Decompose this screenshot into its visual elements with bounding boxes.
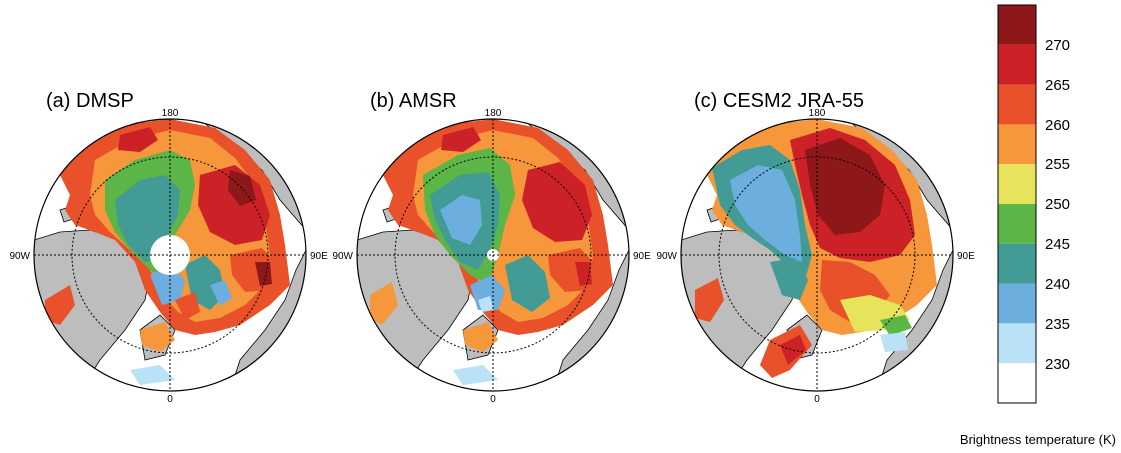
panel-c-title: (c) CESM2 JRA-55 bbox=[694, 90, 864, 112]
graticule bbox=[681, 119, 953, 391]
lon-label-90w: 90W bbox=[656, 251, 677, 262]
lon-label-0: 0 bbox=[167, 394, 173, 405]
colorbar-label-260: 260 bbox=[1045, 117, 1070, 134]
lon-label-180: 180 bbox=[809, 108, 826, 119]
colorbar-frame bbox=[997, 4, 1037, 404]
colorbar-label-250: 250 bbox=[1045, 196, 1070, 213]
panel-a-title: (a) DMSP bbox=[46, 90, 134, 112]
lon-label-180: 180 bbox=[162, 108, 179, 119]
colorbar-box-7 bbox=[998, 283, 1036, 324]
panel-a-map bbox=[34, 119, 306, 391]
ice-field bbox=[695, 119, 937, 378]
colorbar-box-0 bbox=[998, 5, 1036, 45]
lon-label-180: 180 bbox=[485, 108, 502, 119]
colorbar-box-4 bbox=[998, 164, 1036, 204]
map-border bbox=[356, 118, 630, 392]
map-border bbox=[680, 118, 954, 392]
lon-label-0: 0 bbox=[490, 394, 496, 405]
panel-c: (c) CESM2 JRA-55 bbox=[656, 90, 975, 405]
colorbar-box-1 bbox=[998, 44, 1036, 85]
colorbar-box-8 bbox=[998, 323, 1036, 364]
graticule bbox=[34, 119, 306, 391]
lon-label-90e: 90E bbox=[633, 251, 651, 262]
colorbar-box-9 bbox=[998, 363, 1036, 403]
colorbar-box-3 bbox=[998, 124, 1036, 165]
colorbar-label-270: 270 bbox=[1045, 37, 1070, 54]
colorbar-label-245: 245 bbox=[1045, 236, 1070, 253]
lon-label-90e: 90E bbox=[310, 251, 328, 262]
colorbar-title: Brightness temperature (K) bbox=[960, 432, 1116, 447]
panel-b-map bbox=[357, 119, 629, 391]
panel-a: (a) DMSP bbox=[9, 90, 328, 405]
colorbar-label-255: 255 bbox=[1045, 156, 1070, 173]
colorbar-label-230: 230 bbox=[1045, 356, 1070, 373]
lon-label-90w: 90W bbox=[9, 251, 30, 262]
colorbar-label-235: 235 bbox=[1045, 316, 1070, 333]
colorbar: 270 265 260 255 250 245 240 235 230 Brig… bbox=[960, 4, 1116, 447]
lon-label-0: 0 bbox=[814, 394, 820, 405]
graticule bbox=[357, 119, 629, 391]
ice-field bbox=[45, 119, 290, 385]
panel-b-title: (b) AMSR bbox=[370, 90, 457, 112]
panel-b: (b) AMSR bbox=[332, 90, 651, 405]
lon-label-90w: 90W bbox=[332, 251, 353, 262]
colorbar-box-5 bbox=[998, 204, 1036, 244]
colorbar-box-6 bbox=[998, 243, 1036, 284]
colorbar-label-265: 265 bbox=[1045, 77, 1070, 94]
panel-c-map bbox=[681, 119, 953, 391]
map-border bbox=[33, 118, 307, 392]
lon-label-90e: 90E bbox=[957, 251, 975, 262]
colorbar-label-240: 240 bbox=[1045, 276, 1070, 293]
colorbar-box-2 bbox=[998, 84, 1036, 125]
